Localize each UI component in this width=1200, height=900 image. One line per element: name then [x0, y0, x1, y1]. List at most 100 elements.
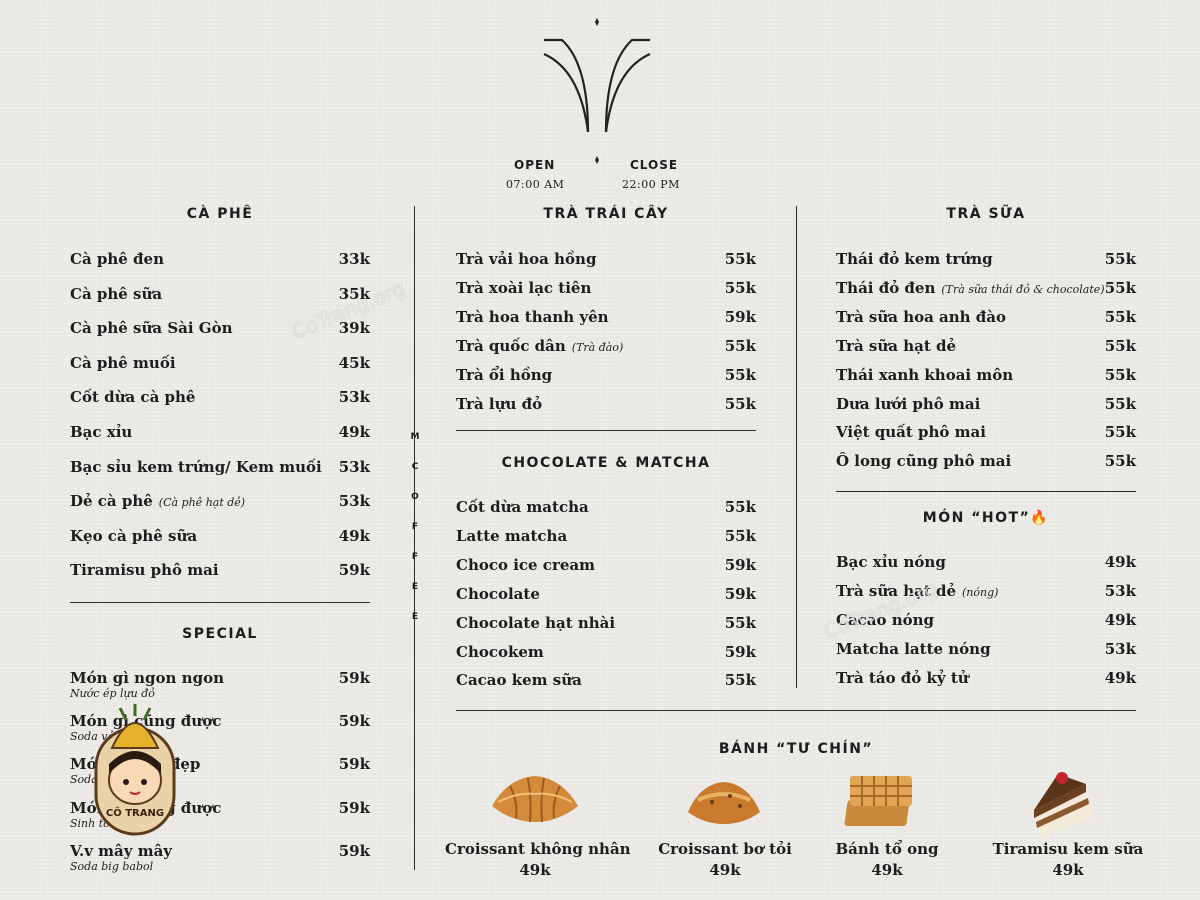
menu-item-label: V.v mây mây — [70, 842, 172, 860]
menu-item-price: 59k — [338, 669, 370, 687]
menu-item-name: Chocolate hạt nhài — [456, 613, 616, 632]
menu-item-label: Bạc xỉu nóng — [836, 553, 946, 571]
menu-item-price: 59k — [724, 555, 756, 574]
menu-item-price: 49k — [338, 526, 370, 545]
open-label: OPEN — [514, 158, 556, 172]
menu-item: Trà lựu đỏ 55k — [456, 395, 756, 413]
menu-item: Bạc xỉu 49k — [70, 423, 370, 441]
menu-item-label: Thái đỏ đen (Trà sữa thái đỏ & chocolate) — [836, 279, 1105, 297]
menu-item-label: Kẹo cà phê sữa — [70, 527, 197, 545]
menu-item-label: Trà sữa hạt dẻ (nóng) — [836, 582, 998, 600]
menu-item: Kẹo cà phê sữa 49k — [70, 527, 370, 545]
menu-item-name: Món gì ngon ngon — [70, 669, 224, 687]
bakery-item-name: Bánh tổ ong — [835, 840, 939, 858]
menu-item-label: Trà ổi hồng — [456, 366, 552, 384]
column-divider-right — [796, 206, 797, 688]
menu-item: Ô long cũng phô mai 55k — [836, 452, 1136, 470]
menu-item-label: Cà phê sữa Sài Gòn — [70, 319, 233, 337]
bakery-item-price: 49k — [709, 861, 741, 879]
menu-item-label: Dẻ cà phê (Cà phê hạt dẻ) — [70, 492, 245, 510]
close-label: CLOSE — [630, 158, 679, 172]
section-title-chocolate-matcha: CHOCOLATE & MATCHA — [501, 455, 711, 471]
menu-item-price: 49k — [338, 423, 370, 441]
menu-item-name: Trà sữa hạt dẻ — [836, 581, 957, 600]
menu-item-label: Bạc sỉu kem trứng/ Kem muối — [70, 458, 322, 476]
menu-item: Trà sữa hoa anh đào 55k — [836, 308, 1136, 326]
menu-item-label: Cà phê sữa — [70, 285, 162, 303]
menu-item: Trà táo đỏ kỷ tử 49k — [836, 669, 1136, 687]
menu-item-price: 49k — [1104, 668, 1136, 687]
menu-item-price: 53k — [338, 457, 370, 476]
menu-item: Cacao nóng 49k — [836, 611, 1136, 629]
menu-item-name: Cốt dừa cà phê — [70, 388, 196, 407]
menu-item-name: Chocokem — [456, 642, 544, 661]
menu-item-label: Thái đỏ kem trứng — [836, 250, 993, 268]
menu-item-label: Cacao nóng — [836, 611, 934, 629]
menu-item: Cốt dừa matcha 55k — [456, 498, 756, 516]
menu-item-price: 59k — [724, 642, 756, 661]
menu-item-price: 53k — [338, 492, 370, 511]
divider — [70, 602, 370, 603]
menu-item-price: 55k — [724, 394, 756, 413]
bakery-item-price: 49k — [871, 861, 903, 879]
menu-item-label: Việt quất phô mai — [836, 423, 986, 441]
menu-item-label: Choco ice cream — [456, 556, 595, 574]
menu-item-price: 45k — [338, 353, 370, 372]
menu-item-label: Cacao kem sữa — [456, 671, 582, 689]
menu-item-label: Trà sữa hạt dẻ — [836, 337, 956, 355]
menu-item: Cà phê đen 33k — [70, 250, 370, 268]
divider — [456, 430, 756, 431]
vertical-letter: E — [411, 612, 419, 622]
menu-item: Tiramisu phô mai 59k — [70, 561, 370, 579]
menu-item: V.v mây mây 59k — [70, 842, 370, 860]
menu-item-name: Chocolate — [456, 584, 540, 603]
menu-item-label: Chocolate hạt nhài — [456, 614, 615, 632]
bakery-item-price: 49k — [519, 861, 551, 879]
menu-item-price: 49k — [1104, 610, 1136, 629]
menu-item-label: Trà xoài lạc tiên — [456, 279, 591, 297]
open-time: 07:00 AM — [506, 178, 565, 191]
menu-item: Món gì ngon ngon 59k — [70, 669, 370, 687]
menu-item-name: Cà phê sữa — [70, 284, 163, 303]
vertical-brand-text: M C O F F E E — [407, 432, 423, 622]
menu-item: Cốt dừa cà phê 53k — [70, 388, 370, 406]
menu-item-subtitle: Nước ép lựu đỏ — [70, 687, 155, 700]
section-title-ca-phe: CÀ PHÊ — [186, 206, 254, 222]
menu-item-name: Cacao kem sữa — [456, 671, 582, 690]
section-title-tra-trai-cay: TRÀ TRÁI CÂY — [543, 206, 669, 222]
menu-item-name: Cacao nóng — [836, 610, 935, 629]
croissant-image — [492, 776, 578, 823]
menu-item-name: Trà sữa hoa anh đào — [836, 307, 1007, 326]
menu-item-label: Món gì cũng được — [70, 712, 221, 730]
menu-item-label: Trà quốc dân (Trà đào) — [456, 337, 623, 355]
menu-item-price: 55k — [1104, 250, 1136, 268]
menu-item-price: 55k — [1104, 336, 1136, 355]
menu-item: Bạc xỉu nóng 49k — [836, 553, 1136, 571]
menu-item: Thái đỏ đen (Trà sữa thái đỏ & chocolate)… — [836, 279, 1136, 297]
vertical-letter: F — [411, 552, 419, 562]
menu-item-price: 59k — [338, 755, 370, 774]
menu-item: Cà phê muối 45k — [70, 354, 370, 372]
waffle-image — [844, 776, 912, 826]
menu-item-label: Ô long cũng phô mai — [836, 452, 1011, 470]
menu-item: Matcha latte nóng 53k — [836, 640, 1136, 658]
vertical-letter: M — [410, 432, 420, 442]
section-title-banh: BÁNH “TƯ CHÍN” — [718, 741, 874, 757]
menu-item: Choco ice cream 59k — [456, 556, 756, 574]
menu-item-name: Trà lựu đỏ — [456, 394, 543, 413]
menu-item-price: 55k — [724, 671, 756, 690]
menu-item-price: 39k — [338, 319, 370, 338]
bakery-item-name: Croissant không nhân — [445, 840, 631, 858]
menu-item: Cà phê sữa Sài Gòn 39k — [70, 319, 370, 337]
divider — [836, 491, 1136, 492]
menu-item: Latte matcha 55k — [456, 527, 756, 545]
menu-item-label: Trà hoa thanh yên — [456, 308, 609, 326]
menu-item-label: Trà sữa hoa anh đào — [836, 308, 1006, 326]
menu-item-name: Tiramisu phô mai — [70, 561, 219, 580]
menu-item-label: Latte matcha — [456, 527, 567, 545]
menu-item-price: 33k — [338, 250, 370, 268]
menu-item-price: 59k — [338, 712, 370, 731]
menu-item-price: 55k — [1104, 452, 1136, 471]
menu-item-price: 53k — [338, 388, 370, 407]
menu-item-label: Thái xanh khoai môn — [836, 366, 1013, 384]
